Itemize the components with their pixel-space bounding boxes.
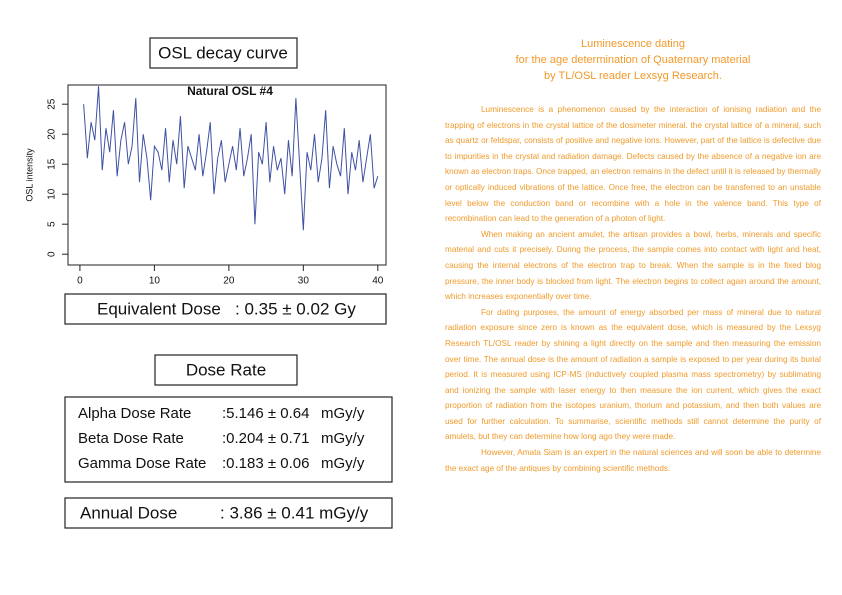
paragraph: However, Amata Siam is an expert in the … <box>445 448 821 473</box>
rate-value: :5.146 ± 0.64 <box>222 405 309 422</box>
y-tick-label: 15 <box>47 158 58 170</box>
y-tick-label: 10 <box>47 188 58 200</box>
equivalent-dose-box <box>64 293 387 325</box>
article: Luminescence dating for the age determina… <box>445 36 821 476</box>
heading-box <box>149 37 298 69</box>
title-line: by TL/OSL reader Lexsyg Research. <box>544 70 722 82</box>
dose-rates-box <box>64 396 393 483</box>
equivalent-dose-label: Equivalent Dose <box>97 299 221 318</box>
curve-heading: OSL decay curve <box>158 43 288 62</box>
paragraph: For dating purposes, the amount of energ… <box>445 307 821 442</box>
title-line: for the age determination of Quaternary … <box>515 54 751 66</box>
annual-dose-box <box>64 497 393 529</box>
y-tick-label: 0 <box>47 251 58 257</box>
annual-dose-label: Annual Dose <box>80 503 177 522</box>
paragraph: Luminescence is a phenomenon caused by t… <box>445 105 821 224</box>
rate-unit: mGy/y <box>321 405 365 422</box>
rate-label: Beta Dose Rate <box>78 430 184 447</box>
dose-rates: Alpha Dose Rate :5.146 ± 0.64 mGy/y Beta Do… <box>78 405 365 472</box>
rate-label: Gamma Dose Rate <box>78 455 206 472</box>
y-tick-label: 5 <box>47 221 58 227</box>
left-panel: OSL decay curve Natural OSL #4 OSL inten… <box>24 37 393 529</box>
article-title: Luminescence dating for the age determina… <box>445 36 821 84</box>
title-line: Luminescence dating <box>581 38 685 50</box>
plot-frame <box>67 84 387 266</box>
rate-unit: mGy/y <box>321 430 365 447</box>
equivalent-dose-value: : 0.35 ± 0.02 Gy <box>235 299 356 318</box>
osl-line <box>83 86 379 231</box>
dose-rate-box <box>154 354 298 386</box>
y-axis-label: OSL intensity <box>24 148 34 202</box>
annual-dose-value: : 3.86 ± 0.41 mGy/y <box>220 503 369 522</box>
article-body: Luminescence is a phenomenon caused by t… <box>445 102 821 476</box>
x-tick-label: 30 <box>298 276 310 287</box>
y-tick-label: 25 <box>47 98 58 110</box>
x-tick-label: 0 <box>77 276 83 287</box>
paragraph: When making an ancient amulet, the artis… <box>445 229 821 302</box>
x-tick-label: 20 <box>223 276 235 287</box>
chart-title: Natural OSL #4 <box>187 84 273 98</box>
y-tick-label: 20 <box>47 128 58 140</box>
rate-value: :0.183 ± 0.06 <box>222 455 309 472</box>
rate-unit: mGy/y <box>321 455 365 472</box>
rate-label: Alpha Dose Rate <box>78 405 191 422</box>
dose-rate-heading: Dose Rate <box>186 360 266 379</box>
rate-value: :0.204 ± 0.71 <box>222 430 309 447</box>
x-tick-label: 40 <box>372 276 384 287</box>
x-tick-label: 10 <box>149 276 161 287</box>
